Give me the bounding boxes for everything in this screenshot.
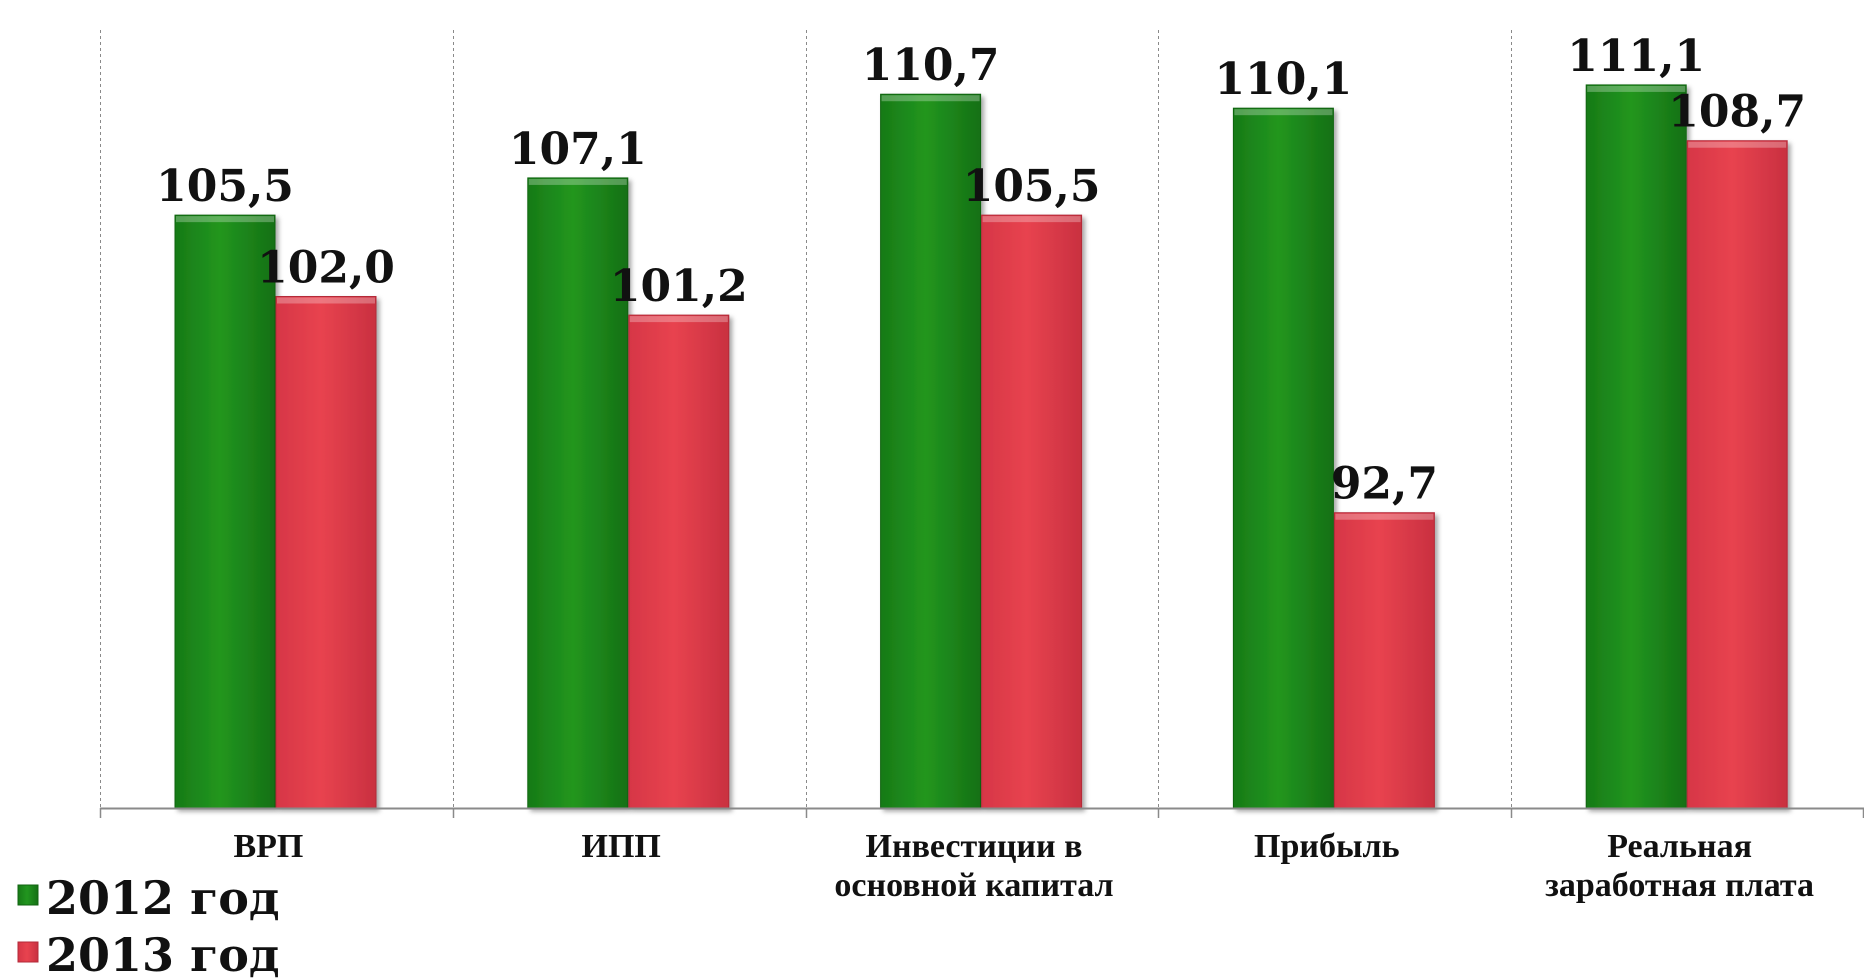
bar-2013-3 <box>1333 512 1435 809</box>
legend-swatch-2013 <box>17 941 39 963</box>
x-axis <box>99 807 1864 818</box>
bar-2013-1 <box>628 314 730 809</box>
bar-bevel <box>629 316 728 323</box>
bar-2012-2 <box>880 93 982 809</box>
bar-2012-3 <box>1232 107 1334 809</box>
category-label: Инвестиции в основной капитал <box>834 828 1113 904</box>
bar-2013-0 <box>275 296 377 809</box>
grid-lines <box>100 30 1512 808</box>
data-label: 102,0 <box>257 243 395 294</box>
legend-label-2013: 2013 год <box>46 928 280 980</box>
bar-2012-0 <box>174 214 276 809</box>
bar-bevel <box>176 216 274 223</box>
bar-bevel <box>1335 513 1434 520</box>
category-label: ВРП <box>233 828 303 865</box>
bar-2012-1 <box>527 177 629 809</box>
bar-2012-4 <box>1585 84 1687 809</box>
bar-bevel <box>982 216 1081 223</box>
data-label: 111,1 <box>1567 31 1705 82</box>
bar-bevel <box>881 95 980 102</box>
bar-bevel <box>277 297 375 304</box>
bars <box>174 84 1788 809</box>
data-label: 110,1 <box>1215 54 1353 105</box>
bar-2013-4 <box>1686 140 1788 809</box>
data-label: 110,7 <box>862 40 1000 91</box>
category-label: ИПП <box>582 828 661 865</box>
category-label: Реальная заработная плата <box>1545 828 1814 904</box>
bar-2013-2 <box>981 214 1083 809</box>
bar-bevel <box>528 178 627 185</box>
data-label: 108,7 <box>1668 87 1806 138</box>
data-label: 105,5 <box>963 161 1101 212</box>
data-label: 107,1 <box>509 124 647 175</box>
data-label: 105,5 <box>156 161 294 212</box>
legend-label-2012: 2012 год <box>46 871 280 925</box>
category-labels: ВРП ИПП Инвестиции в основной капитал Прибыл… <box>233 828 1814 904</box>
bar-bevel <box>1234 109 1333 116</box>
bar-bevel <box>1688 141 1787 148</box>
data-label: 101,2 <box>610 261 748 312</box>
legend-swatch-2012 <box>17 884 39 906</box>
category-label: Прибыль <box>1254 828 1400 865</box>
value-labels: 105,5 107,1 110,7 110,1 111,1 102,0 101,2 105,5… <box>156 31 1806 510</box>
data-label: 92,7 <box>1331 459 1438 510</box>
bar-bevel <box>1587 85 1686 92</box>
